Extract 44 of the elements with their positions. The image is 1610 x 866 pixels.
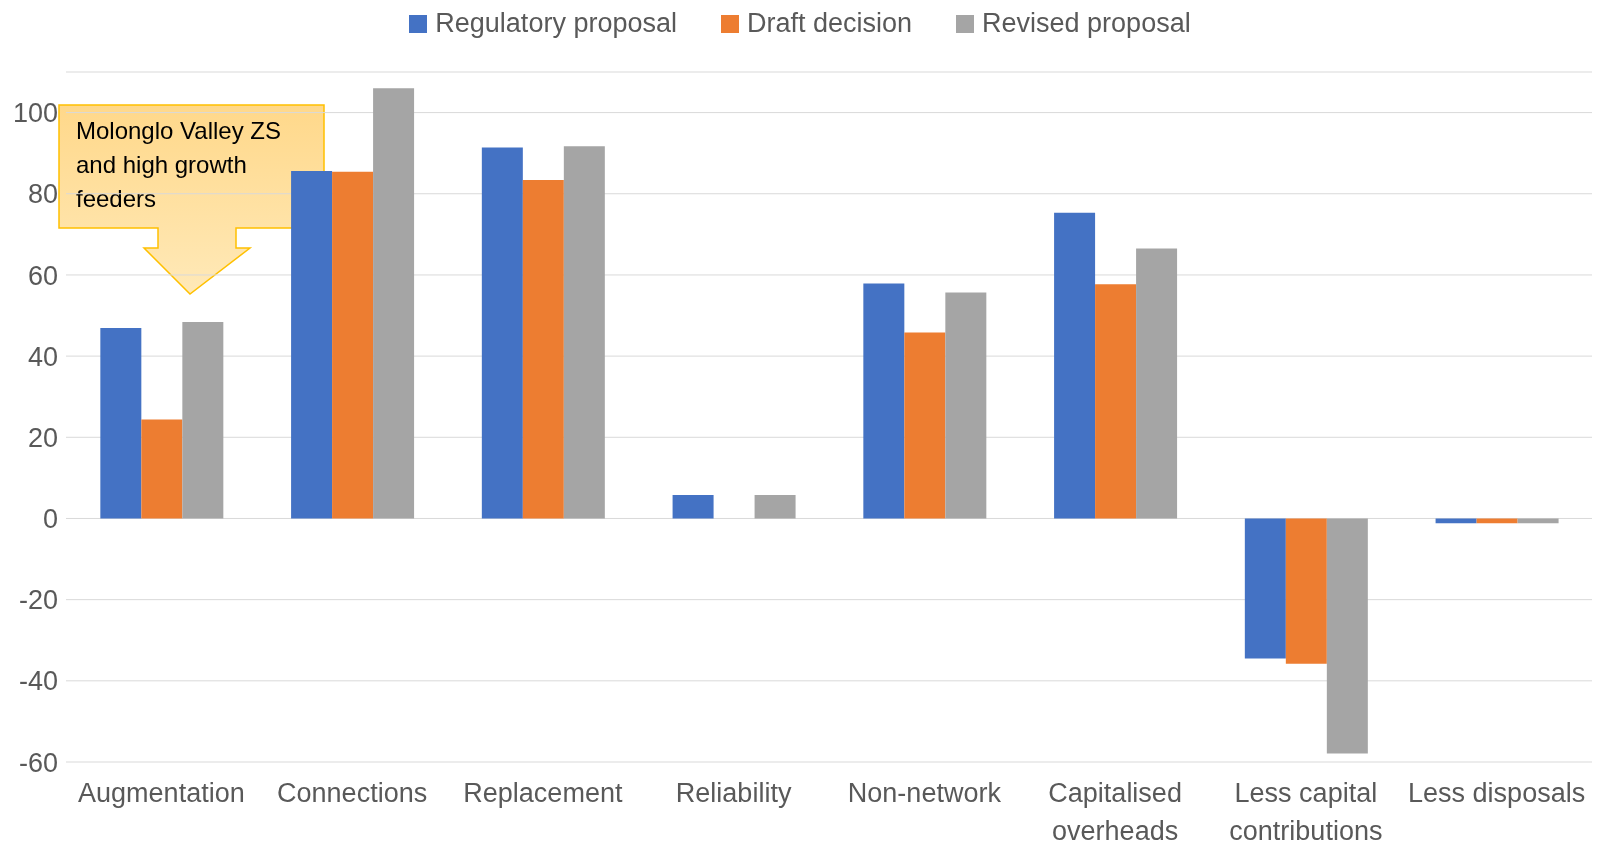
bar (945, 292, 987, 519)
y-tick-label: 40 (27, 341, 58, 372)
bar (100, 328, 142, 519)
bar (373, 88, 415, 519)
y-tick-label: 0 (42, 504, 58, 535)
bar (672, 494, 714, 519)
x-tick-label: Non-network (846, 777, 1002, 810)
bar (1136, 248, 1178, 519)
x-tick-label: Augmentation (77, 777, 246, 810)
legend-label: Regulatory proposal (434, 8, 677, 39)
bar (1244, 518, 1286, 659)
bar (1476, 518, 1518, 524)
x-tick-label: Less capital contributions (1228, 777, 1384, 848)
bar (141, 419, 183, 519)
x-tick-label: Capitalised overheads (1047, 777, 1183, 848)
bar (332, 171, 374, 519)
y-tick-label: -20 (18, 585, 58, 616)
y-tick-label: 80 (27, 179, 58, 210)
bar (481, 147, 523, 519)
x-tick-label: Replacement (462, 777, 624, 810)
bar (1435, 518, 1477, 524)
bar (522, 179, 564, 519)
annotation: Molonglo Valley ZS and high growth feeders (76, 116, 282, 214)
y-tick-label: 100 (12, 98, 58, 129)
bar (1285, 518, 1327, 664)
bar (1095, 284, 1137, 519)
bar (1517, 518, 1559, 524)
bar (182, 322, 224, 519)
y-tick-label: 60 (27, 260, 58, 291)
y-tick-label: -40 (18, 666, 58, 697)
bar (863, 283, 905, 519)
y-tick-label: -60 (18, 747, 58, 778)
bar (754, 494, 796, 519)
bar (291, 171, 333, 519)
bar (563, 146, 605, 519)
bar (1326, 518, 1368, 754)
legend-label: Draft decision (745, 8, 913, 39)
bar (904, 332, 946, 519)
y-tick-label: 20 (27, 422, 58, 453)
bar (1054, 212, 1096, 519)
x-tick-label: Connections (276, 777, 429, 810)
x-tick-label: Reliability (674, 777, 793, 810)
legend-label: Revised proposal (981, 8, 1191, 39)
x-tick-label: Less disposals (1407, 777, 1587, 810)
